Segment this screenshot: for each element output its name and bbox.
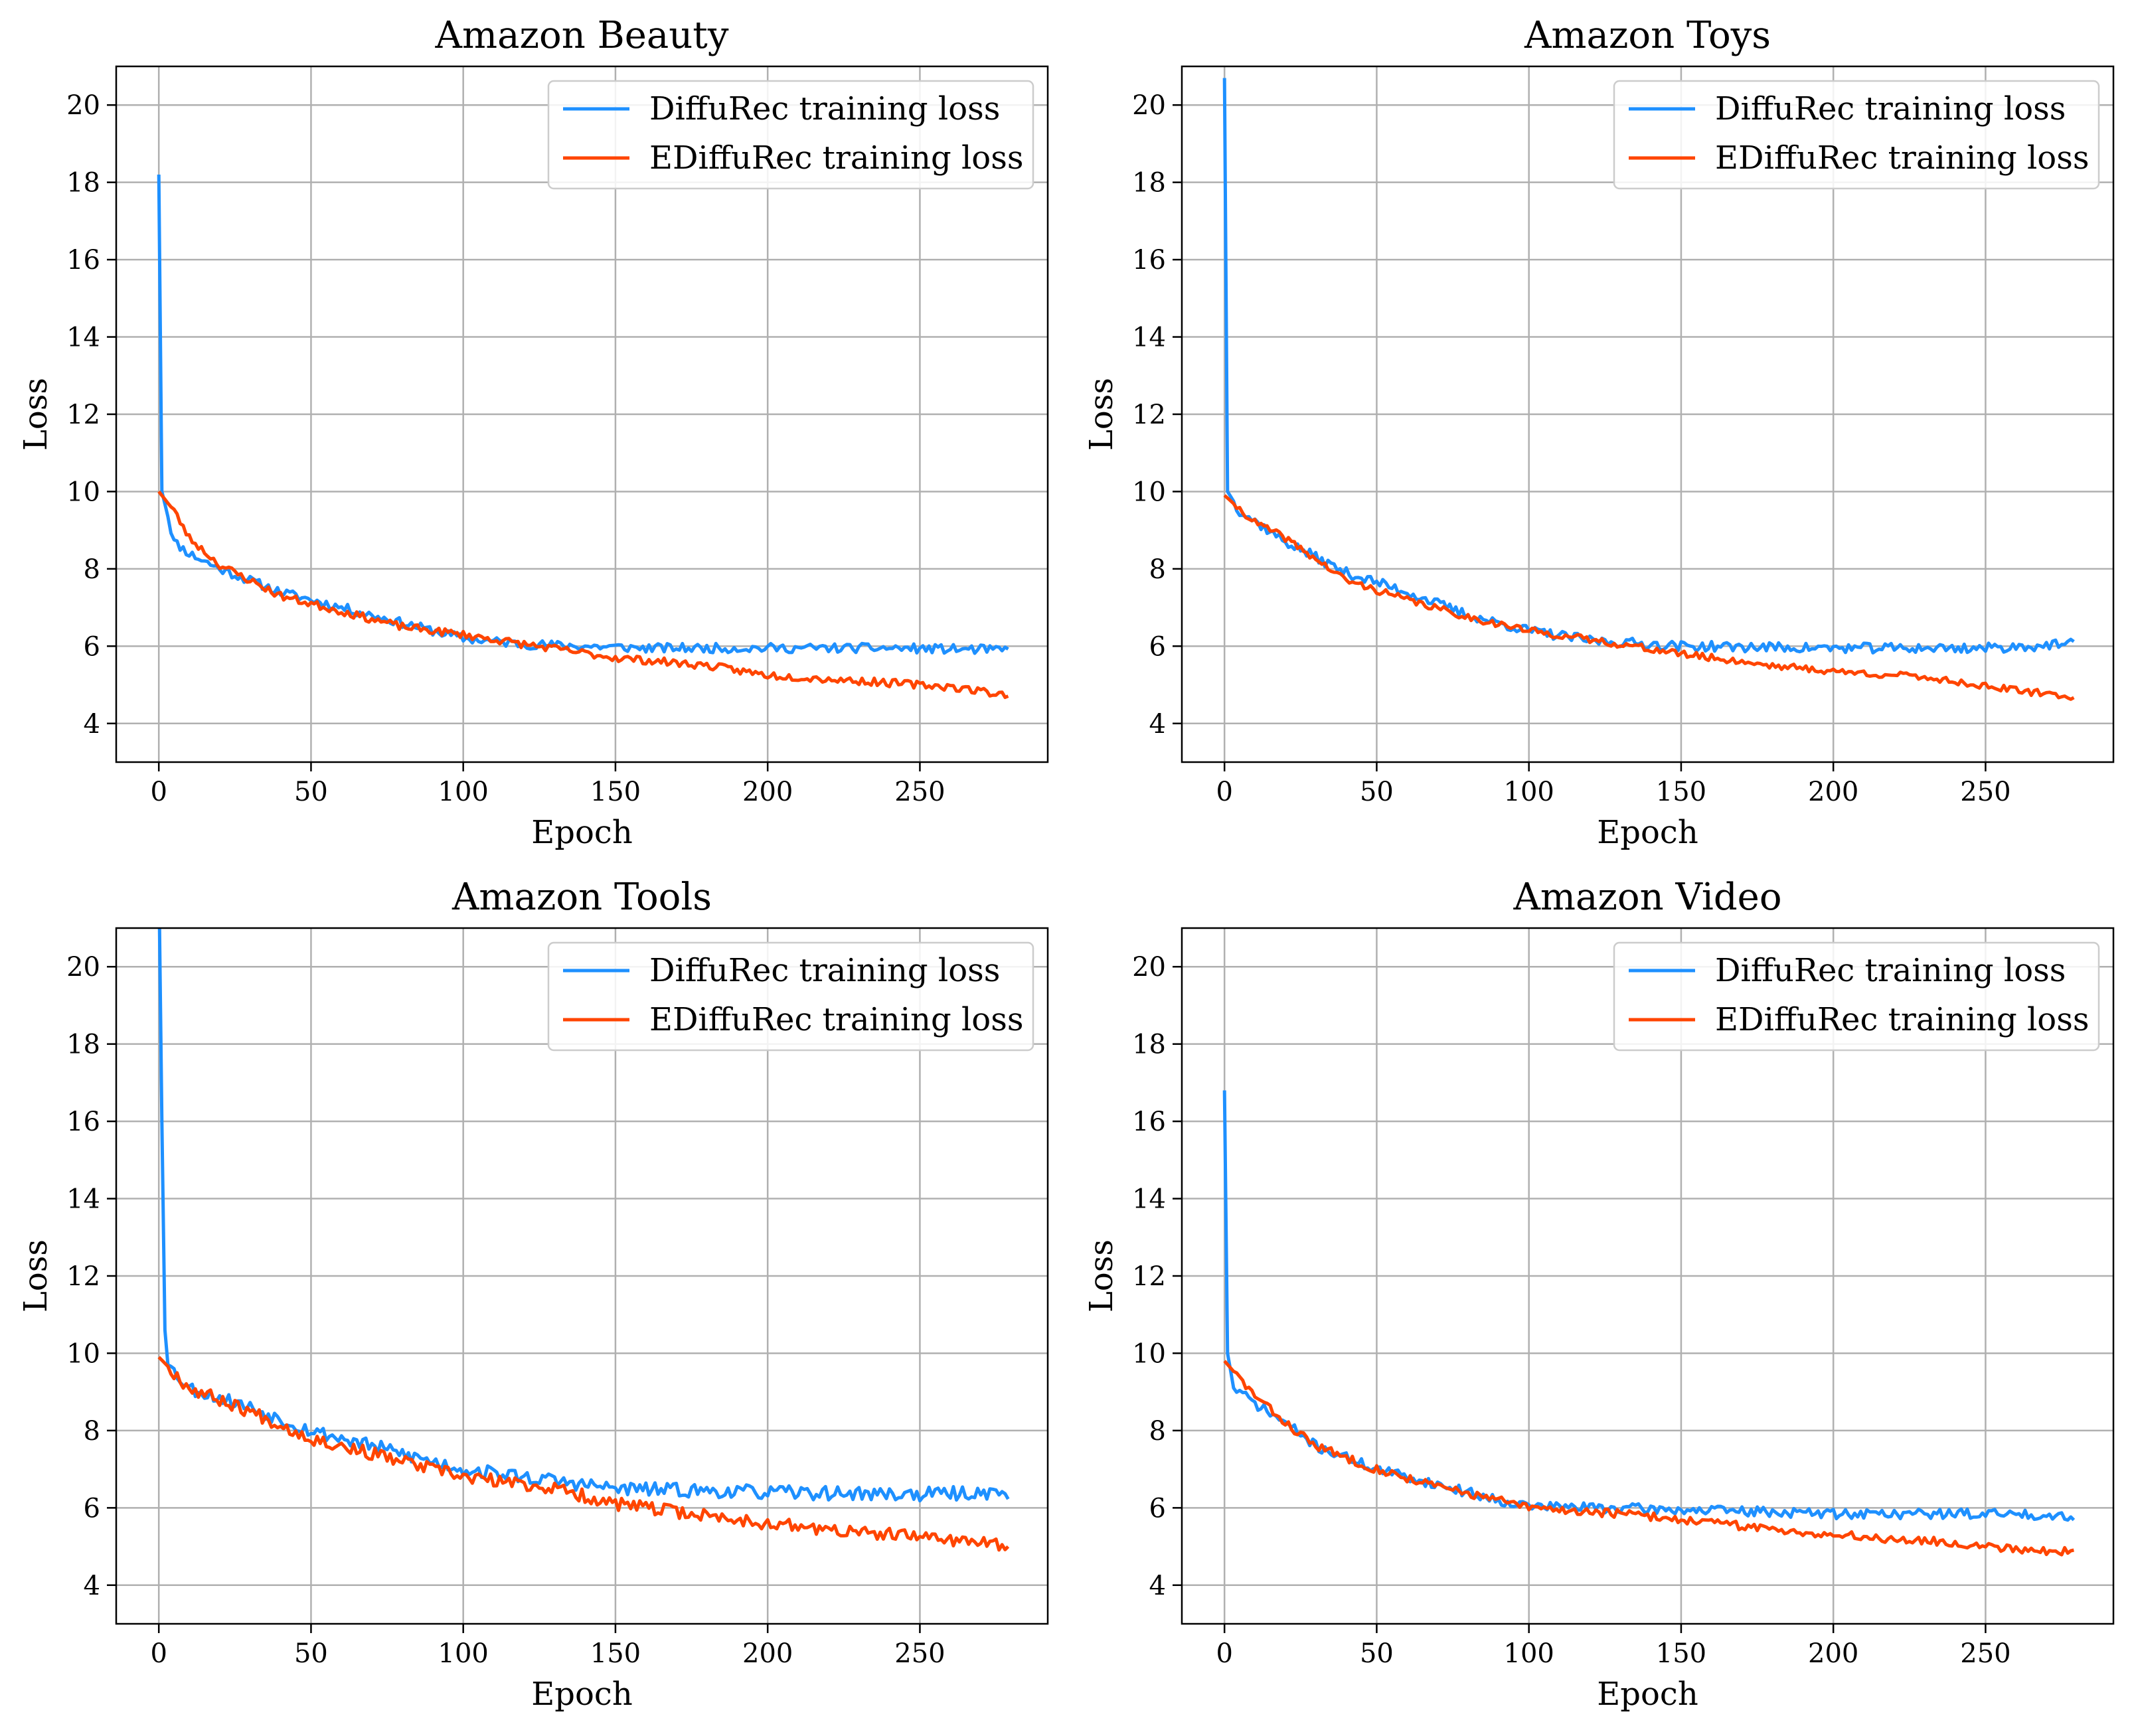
chart-title: Amazon Video xyxy=(1513,876,1781,919)
chart-title: Amazon Toys xyxy=(1524,14,1771,57)
y-tick-label: 16 xyxy=(1132,1107,1166,1137)
y-tick-label: 18 xyxy=(66,1030,100,1060)
x-tick-label: 250 xyxy=(1960,1638,2010,1669)
legend-box xyxy=(547,941,1034,1052)
x-tick-label: 100 xyxy=(438,777,489,807)
y-tick-label: 10 xyxy=(66,1338,100,1369)
y-tick-label: 6 xyxy=(84,631,100,662)
x-tick-label: 100 xyxy=(1504,1638,1554,1669)
y-axis-label: Loss xyxy=(17,378,54,451)
y-tick-label: 14 xyxy=(66,1184,100,1215)
series-line-diffurec xyxy=(157,174,1009,655)
y-tick-label: 18 xyxy=(1132,168,1166,198)
x-tick-label: 50 xyxy=(294,1638,328,1669)
y-tick-label: 20 xyxy=(1132,952,1166,983)
series-line-ediffurec xyxy=(1223,1360,2074,1557)
x-tick-label: 250 xyxy=(894,1638,945,1669)
legend-box xyxy=(1613,941,2100,1052)
y-tick-label: 8 xyxy=(84,554,100,585)
x-tick-label: 100 xyxy=(438,1638,489,1669)
y-axis-label: Loss xyxy=(17,1239,54,1312)
x-axis-label: Epoch xyxy=(1597,1676,1698,1713)
y-tick-label: 16 xyxy=(66,1107,100,1137)
chart-panel-3: 0 50 100 150 200 250 4 6 8 10 12 14 16 18 20 Amazon Too… xyxy=(17,876,1049,1713)
x-tick-label: 50 xyxy=(1360,1638,1394,1669)
series-line-ediffurec xyxy=(1223,494,2075,701)
x-axis-label: Epoch xyxy=(1597,814,1698,851)
x-tick-label: 150 xyxy=(590,1638,641,1669)
x-tick-label: 200 xyxy=(1808,1638,1858,1669)
y-tick-label: 14 xyxy=(1132,1184,1166,1215)
chart-panel-1: 0 50 100 150 200 250 4 6 8 10 12 14 16 18 20 Amazon Bea… xyxy=(17,14,1049,851)
x-tick-label: 150 xyxy=(1656,777,1706,807)
x-tick-label: 100 xyxy=(1504,777,1554,807)
legend-label: DiffuRec training loss xyxy=(649,952,1000,989)
y-tick-label: 8 xyxy=(84,1416,100,1447)
x-tick-label: 0 xyxy=(1216,777,1232,807)
legend-label: EDiffuRec training loss xyxy=(1715,139,2089,177)
y-tick-label: 6 xyxy=(1149,1493,1166,1524)
y-tick-label: 4 xyxy=(1149,1571,1166,1601)
legend-label: DiffuRec training loss xyxy=(1715,952,2066,989)
y-tick-label: 6 xyxy=(1149,631,1166,662)
y-tick-label: 14 xyxy=(66,323,100,353)
legend-label: EDiffuRec training loss xyxy=(649,1001,1023,1038)
y-tick-label: 12 xyxy=(1132,1261,1166,1292)
x-axis-label: Epoch xyxy=(531,814,632,851)
legend-label: EDiffuRec training loss xyxy=(1715,1001,2089,1038)
y-axis-label: Loss xyxy=(1083,1239,1120,1312)
x-tick-label: 150 xyxy=(1656,1638,1706,1669)
y-tick-label: 10 xyxy=(66,477,100,507)
y-tick-label: 18 xyxy=(1132,1030,1166,1060)
legend-box xyxy=(547,80,1034,190)
y-tick-label: 14 xyxy=(1132,323,1166,353)
y-tick-label: 4 xyxy=(84,709,100,740)
x-tick-label: 0 xyxy=(1216,1638,1232,1669)
y-tick-label: 20 xyxy=(1132,90,1166,121)
chart-title: Amazon Tools xyxy=(451,876,712,919)
legend-label: EDiffuRec training loss xyxy=(649,139,1023,177)
x-axis-label: Epoch xyxy=(531,1676,632,1713)
x-tick-label: 200 xyxy=(1808,777,1858,807)
x-tick-label: 250 xyxy=(1960,777,2010,807)
x-tick-label: 0 xyxy=(150,1638,167,1669)
y-tick-label: 8 xyxy=(1149,1416,1166,1447)
chart-panel-4: 0 50 100 150 200 250 4 6 8 10 12 14 16 18 20 Amazon Vid… xyxy=(1083,876,2115,1713)
x-tick-label: 50 xyxy=(1360,777,1394,807)
series-line-diffurec xyxy=(1222,78,2075,655)
legend-label: DiffuRec training loss xyxy=(649,90,1000,127)
series-line-ediffurec xyxy=(157,490,1009,699)
legend-box xyxy=(1613,80,2100,190)
x-tick-label: 200 xyxy=(742,777,793,807)
legend-label: DiffuRec training loss xyxy=(1715,90,2066,127)
x-tick-label: 200 xyxy=(742,1638,793,1669)
y-tick-label: 16 xyxy=(1132,245,1166,276)
chart-title: Amazon Beauty xyxy=(435,14,729,57)
y-tick-label: 6 xyxy=(84,1493,100,1524)
y-tick-label: 12 xyxy=(66,400,100,430)
y-tick-label: 20 xyxy=(66,952,100,983)
series-line-ediffurec xyxy=(157,1356,1010,1552)
x-tick-label: 150 xyxy=(590,777,641,807)
y-tick-label: 10 xyxy=(1132,1338,1166,1369)
x-tick-label: 50 xyxy=(294,777,328,807)
chart-panel-2: 0 50 100 150 200 250 4 6 8 10 12 14 16 18 20 Amazon Toy… xyxy=(1083,14,2115,851)
y-tick-label: 12 xyxy=(1132,400,1166,430)
y-tick-label: 12 xyxy=(66,1261,100,1292)
y-axis-label: Loss xyxy=(1083,378,1120,451)
y-tick-label: 4 xyxy=(84,1571,100,1601)
y-tick-label: 16 xyxy=(66,245,100,276)
x-tick-label: 0 xyxy=(150,777,167,807)
y-tick-label: 8 xyxy=(1149,554,1166,585)
y-tick-label: 4 xyxy=(1149,709,1166,740)
y-tick-label: 10 xyxy=(1132,477,1166,507)
x-tick-label: 250 xyxy=(894,777,945,807)
y-tick-label: 20 xyxy=(66,90,100,121)
y-tick-label: 18 xyxy=(66,168,100,198)
